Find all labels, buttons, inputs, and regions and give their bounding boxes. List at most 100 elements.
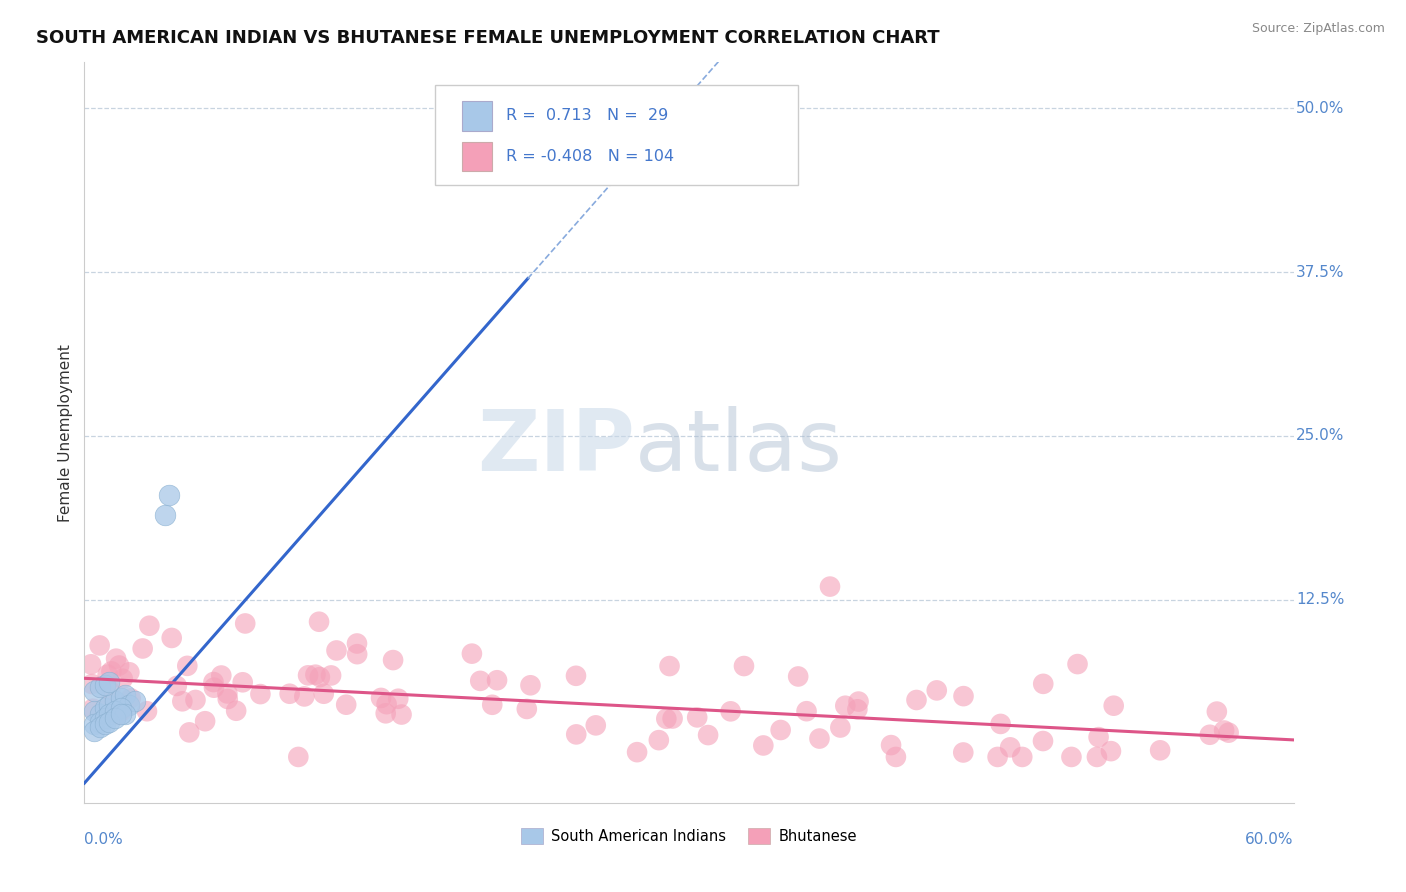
- Point: [998, 740, 1021, 755]
- Point: [110, 706, 132, 721]
- Point: [83, 704, 105, 718]
- Point: [884, 750, 907, 764]
- Text: 50.0%: 50.0%: [1296, 101, 1344, 116]
- Point: [184, 693, 207, 707]
- Point: [346, 647, 368, 661]
- Point: [80, 677, 103, 691]
- Point: [952, 689, 974, 703]
- Text: R =  0.713   N =  29: R = 0.713 N = 29: [506, 108, 669, 123]
- Point: [278, 687, 301, 701]
- Point: [808, 731, 831, 746]
- Point: [1066, 657, 1088, 671]
- Point: [519, 678, 541, 692]
- Point: [97, 698, 120, 712]
- Point: [308, 615, 330, 629]
- Point: [658, 659, 681, 673]
- Point: [97, 667, 120, 681]
- Text: 25.0%: 25.0%: [1296, 428, 1344, 443]
- Legend: South American Indians, Bhutanese: South American Indians, Bhutanese: [513, 821, 865, 851]
- Point: [105, 651, 128, 665]
- Point: [287, 750, 309, 764]
- Point: [990, 717, 1012, 731]
- Point: [118, 698, 141, 712]
- Point: [217, 686, 239, 700]
- Point: [202, 681, 225, 695]
- Point: [104, 693, 127, 707]
- FancyBboxPatch shape: [461, 142, 492, 171]
- Point: [108, 658, 131, 673]
- Point: [325, 643, 347, 657]
- Point: [120, 691, 142, 706]
- Point: [96, 703, 118, 717]
- Point: [297, 668, 319, 682]
- Point: [987, 750, 1010, 764]
- Point: [111, 704, 134, 718]
- Point: [89, 706, 111, 721]
- Point: [391, 707, 413, 722]
- Point: [97, 675, 120, 690]
- Point: [93, 717, 115, 731]
- Point: [375, 697, 398, 711]
- Point: [166, 679, 188, 693]
- Point: [769, 723, 792, 737]
- Point: [1060, 750, 1083, 764]
- Point: [232, 675, 254, 690]
- Point: [89, 720, 111, 734]
- Point: [346, 636, 368, 650]
- Text: atlas: atlas: [634, 406, 842, 489]
- Point: [100, 665, 122, 679]
- Point: [93, 701, 115, 715]
- Point: [1032, 677, 1054, 691]
- Point: [720, 704, 742, 718]
- Point: [136, 704, 159, 718]
- Point: [1205, 705, 1227, 719]
- Point: [481, 698, 503, 712]
- Point: [138, 618, 160, 632]
- Point: [202, 675, 225, 690]
- Point: [905, 693, 928, 707]
- Point: [925, 683, 948, 698]
- FancyBboxPatch shape: [461, 101, 492, 130]
- Point: [312, 687, 335, 701]
- Y-axis label: Female Unemployment: Female Unemployment: [58, 343, 73, 522]
- Point: [1213, 723, 1236, 738]
- Point: [225, 704, 247, 718]
- Point: [83, 717, 105, 731]
- Point: [80, 657, 103, 672]
- Point: [104, 704, 127, 718]
- Point: [733, 659, 755, 673]
- Point: [370, 690, 392, 705]
- Text: R = -0.408   N = 104: R = -0.408 N = 104: [506, 149, 675, 164]
- Point: [111, 672, 134, 686]
- Point: [107, 707, 129, 722]
- Point: [157, 488, 180, 502]
- Point: [93, 711, 115, 725]
- Point: [292, 690, 315, 704]
- Point: [830, 721, 852, 735]
- Point: [1032, 734, 1054, 748]
- Point: [655, 712, 678, 726]
- Point: [1149, 743, 1171, 757]
- Point: [217, 692, 239, 706]
- Point: [83, 684, 105, 698]
- Point: [1102, 698, 1125, 713]
- Point: [309, 670, 332, 684]
- Point: [131, 641, 153, 656]
- Point: [97, 706, 120, 721]
- Point: [98, 684, 121, 698]
- Point: [1099, 744, 1122, 758]
- Point: [82, 701, 104, 715]
- Point: [752, 739, 775, 753]
- Point: [486, 673, 509, 688]
- Point: [160, 631, 183, 645]
- Point: [335, 698, 357, 712]
- Point: [209, 668, 232, 682]
- Point: [110, 701, 132, 715]
- Point: [382, 653, 405, 667]
- Point: [697, 728, 720, 742]
- Point: [110, 690, 132, 705]
- Point: [176, 658, 198, 673]
- Point: [114, 689, 136, 703]
- Point: [374, 706, 396, 721]
- Point: [880, 738, 903, 752]
